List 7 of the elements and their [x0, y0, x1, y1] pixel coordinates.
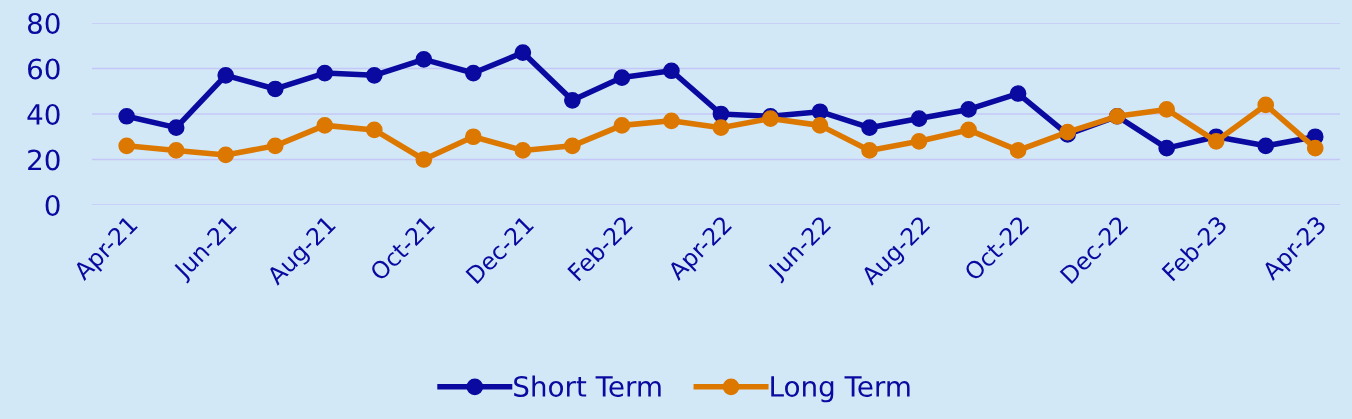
- legend-label: Long Term: [771, 376, 910, 403]
- y-tick-label: 80: [27, 12, 60, 34]
- legend-label: Short Term: [514, 375, 661, 397]
- y-tick-label: 0: [45, 194, 60, 216]
- y-tick-label: 40: [27, 103, 60, 125]
- y-tick-label: 60: [28, 58, 60, 80]
- y-tick-label: 20: [28, 149, 60, 171]
